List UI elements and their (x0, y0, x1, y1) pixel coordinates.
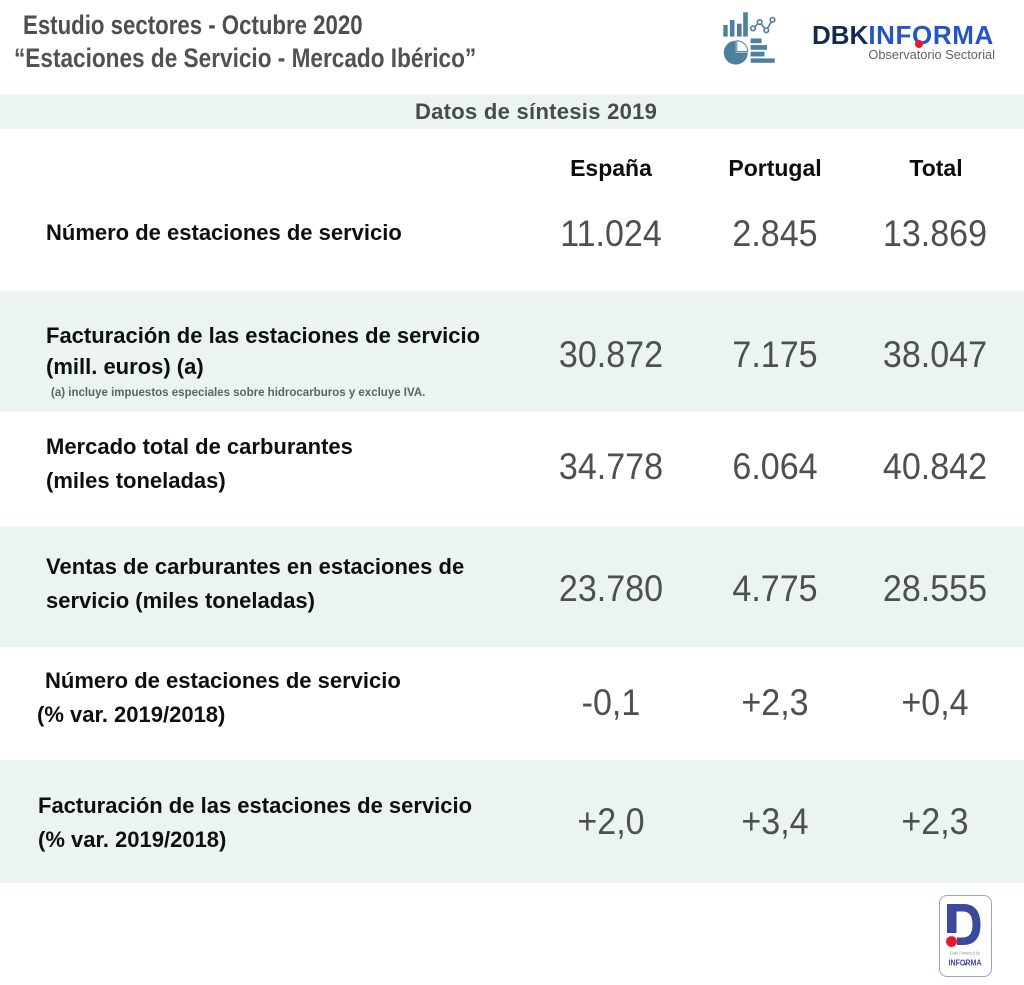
svg-text:Data Powered by: Data Powered by (950, 951, 980, 957)
svg-text:INFORMA: INFORMA (949, 958, 982, 968)
